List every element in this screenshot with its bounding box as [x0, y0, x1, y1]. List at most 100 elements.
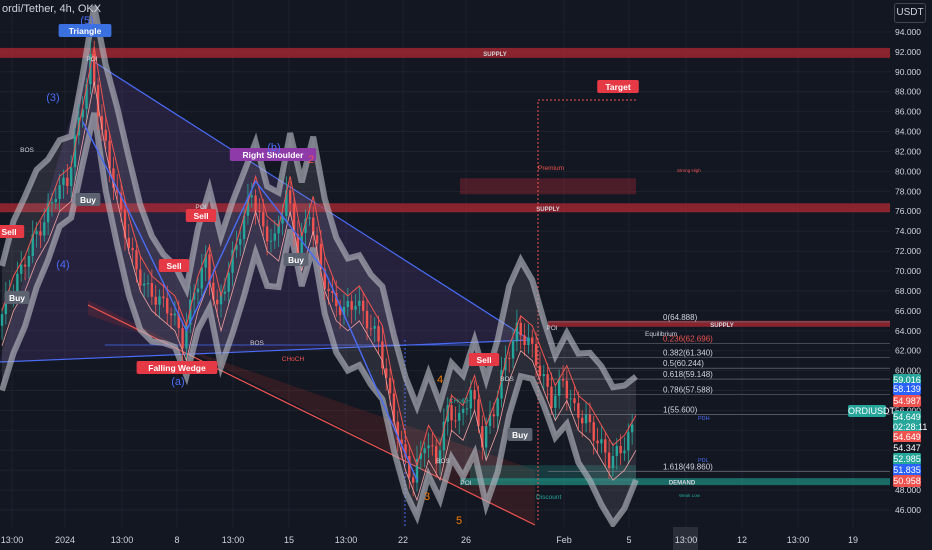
candle-body: [212, 282, 215, 300]
bos-label: BOS: [500, 376, 514, 383]
premium-zone: [460, 178, 636, 195]
wave-label: 3: [424, 491, 430, 503]
candle-body: [607, 452, 611, 469]
candle-body: [204, 254, 207, 268]
candle-body: [219, 293, 223, 305]
buy-label-bg: [283, 253, 309, 266]
weak-low-text: Weak Low: [679, 493, 701, 498]
sell-label: Sell: [1, 227, 16, 237]
falling-wedge-label-bg: [136, 361, 218, 374]
candle-body: [62, 177, 65, 186]
y-tick-label: 94.000: [895, 27, 921, 37]
candle-body: [400, 439, 403, 445]
candle-body: [531, 337, 534, 344]
candle-body: [196, 288, 200, 293]
candle-body: [58, 185, 61, 200]
falling-wedge-label: Falling Wedge: [148, 363, 206, 373]
candle-body: [461, 408, 465, 413]
price-tag: 51.835: [893, 464, 921, 477]
right-shoulder-label: Right Shoulder: [243, 150, 305, 160]
x-axis-bg: [0, 527, 932, 550]
candle-body: [381, 341, 384, 369]
candle-body: [192, 292, 196, 300]
candle-body: [581, 417, 584, 424]
fib-label: 0.382(61.340): [663, 348, 713, 357]
candle-body: [358, 300, 361, 306]
candle-body: [27, 256, 31, 267]
x-tick-label: 13:00: [787, 535, 810, 545]
y-tick-label: 82.000: [895, 146, 921, 156]
fib-label: 0(64.888): [663, 313, 698, 322]
candle-body: [242, 215, 246, 240]
y-tick-label: 88.000: [895, 87, 921, 97]
candle-body: [350, 301, 353, 310]
candle-body: [142, 283, 146, 286]
poi-label: POI: [86, 56, 97, 63]
candle-body: [319, 243, 323, 269]
y-tick-label: 48.000: [895, 485, 921, 495]
candle-body: [523, 335, 526, 346]
y-tick-label: 64.000: [895, 326, 921, 336]
candle-body: [254, 195, 257, 211]
candle-body: [112, 168, 115, 188]
sell-label-bg: [158, 259, 190, 272]
zone-supply: [0, 47, 890, 58]
buy-label: Buy: [512, 430, 528, 440]
candle-body: [246, 197, 250, 216]
currency-button[interactable]: USDT: [894, 3, 926, 23]
candle-body: [154, 296, 157, 305]
candle-body: [123, 209, 127, 238]
candle-body: [81, 108, 84, 118]
candle-body: [392, 393, 396, 422]
triangle-label: Triangle: [69, 26, 102, 36]
wave-label: (b): [267, 142, 280, 154]
x-tick-label: 22: [398, 535, 408, 545]
candle-body: [419, 453, 423, 460]
candle-body: [150, 283, 154, 297]
x-tick-label: 13:00: [675, 535, 698, 545]
candle-body: [50, 202, 54, 204]
fib-label: 0.236(62.696): [663, 335, 713, 344]
moving-average-pink: [1, 81, 637, 502]
candle-body: [4, 294, 8, 315]
wave-label: (5): [80, 15, 93, 27]
candle-body: [39, 231, 42, 236]
candle-body: [265, 226, 269, 242]
candle-body: [481, 426, 484, 448]
y-tick-label: 46.000: [895, 505, 921, 515]
candle-body: [300, 232, 303, 258]
candle-body: [361, 300, 365, 311]
buy-label-bg: [75, 193, 101, 206]
bos-label: BOS: [436, 458, 450, 465]
candle-body: [427, 445, 430, 449]
candle-body: [554, 395, 557, 408]
candle-body: [423, 448, 426, 454]
candle-body: [185, 324, 188, 349]
buy-label: Buy: [288, 255, 304, 265]
elliott-wave: [82, 121, 418, 481]
chart-title: ordi/Tether, 4h, OKX: [2, 3, 102, 15]
poi-label: POI: [546, 325, 557, 332]
wave-label: 4: [437, 374, 443, 386]
band-lower: [0, 112, 639, 530]
bos-label: BOS: [250, 340, 264, 347]
x-tick-label: 13:00: [1, 535, 24, 545]
zone-demand: [460, 478, 890, 486]
y-tick-label: 72.000: [895, 246, 921, 256]
candle-body: [308, 217, 311, 219]
right-shoulder-label-bg: [229, 148, 317, 161]
candle-body: [54, 199, 57, 203]
candle-body: [354, 305, 357, 310]
x-tick-label: Feb: [556, 535, 572, 545]
candle-body: [619, 445, 622, 454]
pdh-text: PDH: [698, 416, 710, 422]
candle-body: [385, 368, 388, 378]
wave-label: (3): [46, 92, 59, 104]
candle-body: [262, 212, 265, 227]
candle-body: [43, 222, 46, 236]
candle-body: [373, 326, 376, 329]
candle-body: [139, 269, 142, 286]
candle-body: [561, 379, 565, 381]
y-tick-label: 74.000: [895, 226, 921, 236]
